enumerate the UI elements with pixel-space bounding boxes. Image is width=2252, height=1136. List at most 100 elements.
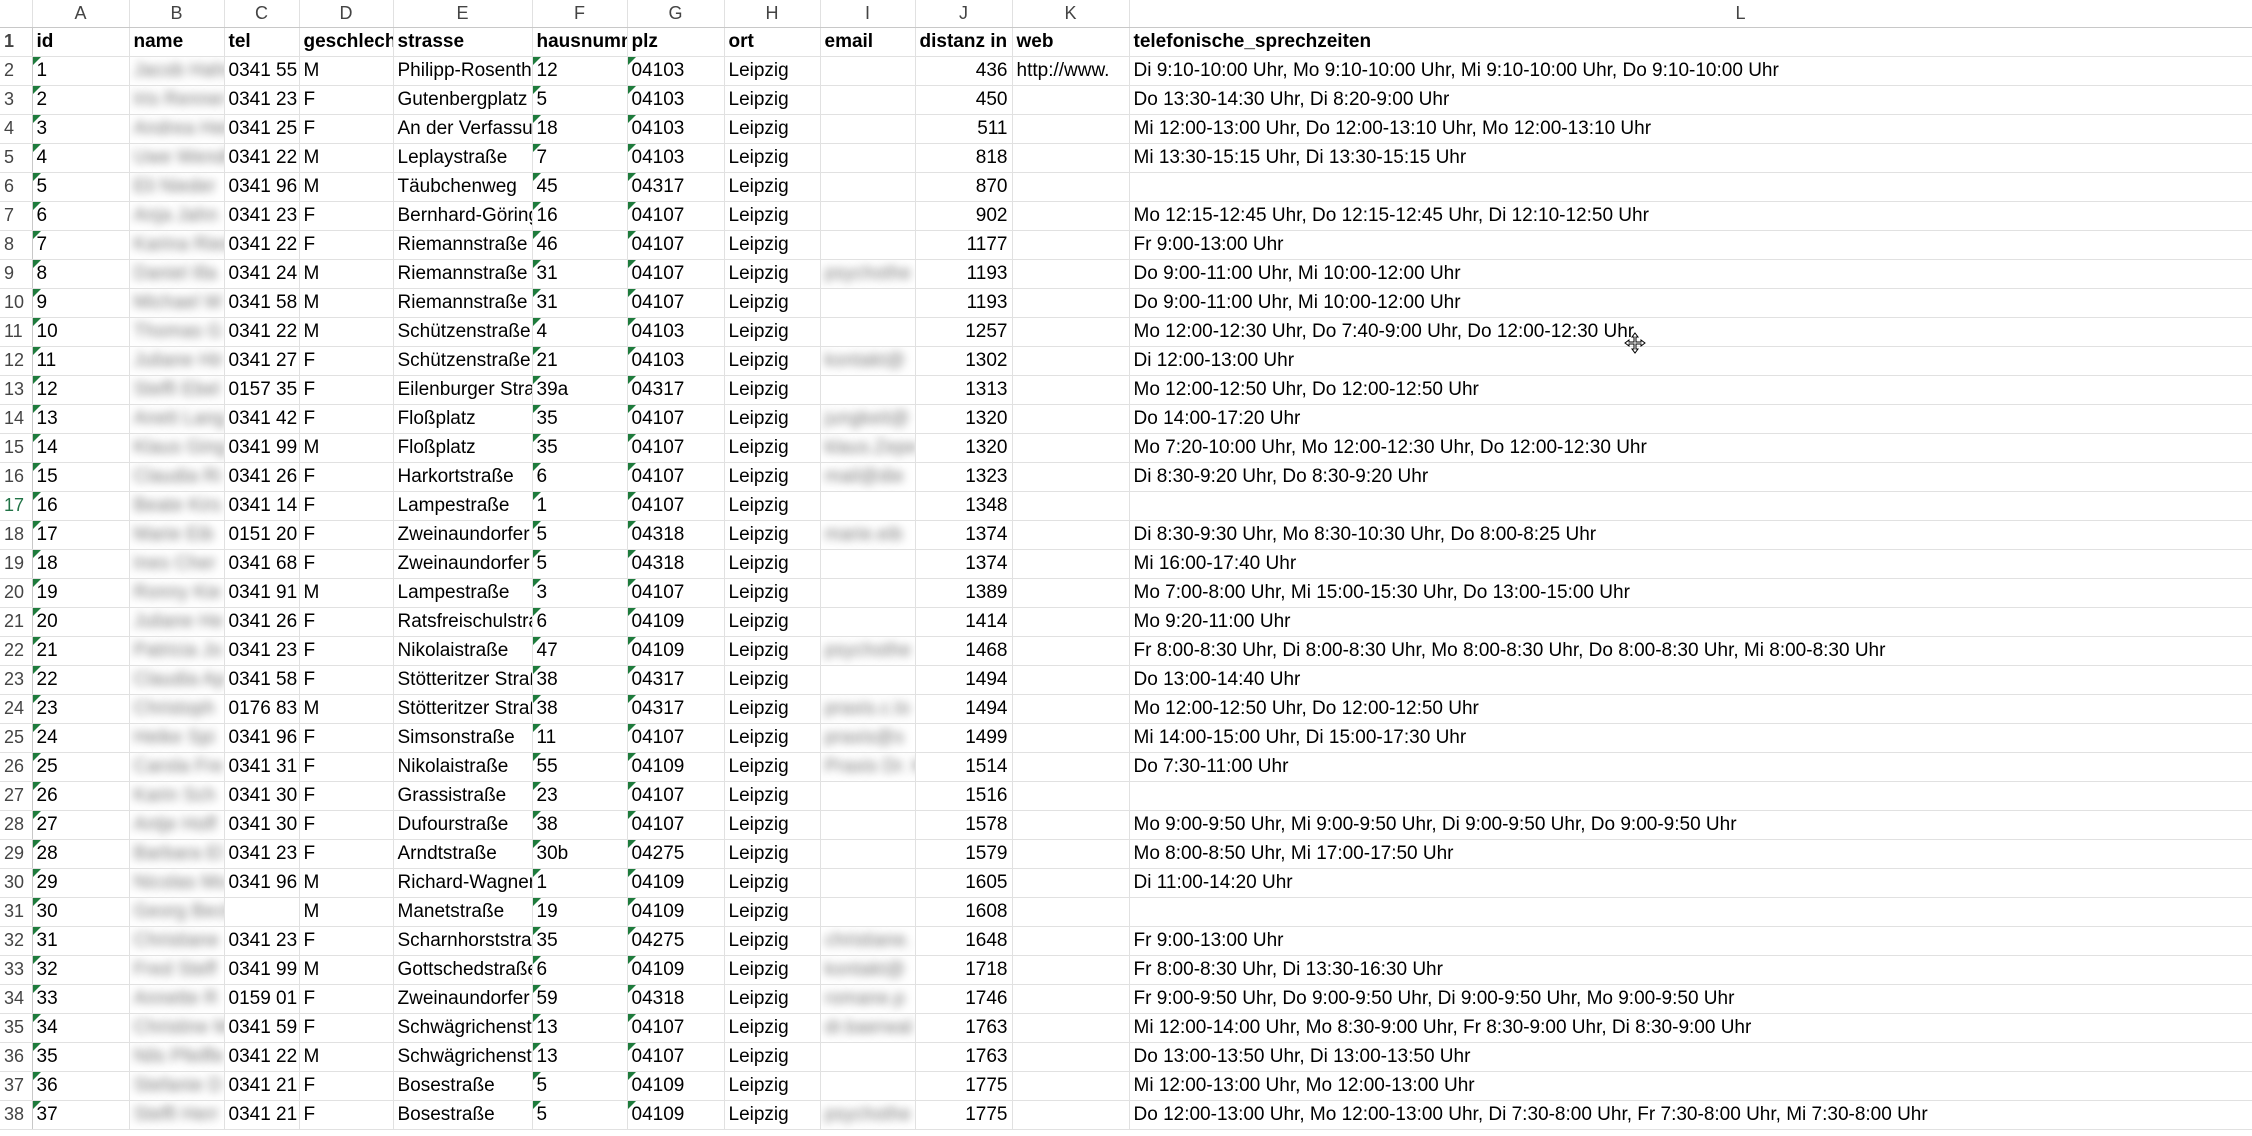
cell-email[interactable] <box>820 85 916 115</box>
cell-plz[interactable]: 04103 <box>627 346 725 376</box>
cell-web[interactable] <box>1012 868 1130 898</box>
cell-distanz[interactable]: 1579 <box>915 839 1013 869</box>
cell-sprechzeiten[interactable]: Mi 14:00-15:00 Uhr, Di 15:00-17:30 Uhr <box>1129 723 2252 753</box>
cell-id[interactable]: 15 <box>32 462 130 492</box>
cell-plz[interactable]: 04103 <box>627 56 725 86</box>
cell-web[interactable] <box>1012 1071 1130 1101</box>
cell-web[interactable] <box>1012 1013 1130 1043</box>
cell-sprechzeiten[interactable]: Do 14:00-17:20 Uhr <box>1129 404 2252 434</box>
cell-plz[interactable]: 04107 <box>627 491 725 521</box>
cell-geschlecht[interactable]: M <box>299 143 394 173</box>
row-header[interactable]: 23 <box>0 665 33 695</box>
row-header[interactable]: 19 <box>0 549 33 579</box>
cell-plz[interactable]: 04103 <box>627 143 725 173</box>
cell-ort[interactable]: Leipzig <box>724 433 821 463</box>
cell-strasse[interactable]: Zweinaundorfer Straße <box>393 520 533 550</box>
cell-web[interactable] <box>1012 85 1130 115</box>
cell-sprechzeiten[interactable]: Do 13:30-14:30 Uhr, Di 8:20-9:00 Uhr <box>1129 85 2252 115</box>
row-header[interactable]: 30 <box>0 868 33 898</box>
cell-name[interactable]: Christiane <box>129 926 225 956</box>
cell-name[interactable]: Carola Fre <box>129 752 225 782</box>
cell-hausnummer[interactable]: 18 <box>532 114 628 144</box>
cell-sprechzeiten[interactable]: Di 8:30-9:30 Uhr, Mo 8:30-10:30 Uhr, Do … <box>1129 520 2252 550</box>
cell-hausnummer[interactable]: 5 <box>532 1071 628 1101</box>
cell-distanz[interactable]: 1193 <box>915 288 1013 318</box>
cell-id[interactable]: 7 <box>32 230 130 260</box>
cell-id[interactable]: 13 <box>32 404 130 434</box>
cell-tel[interactable]: 0341 27 <box>224 346 300 376</box>
cell-web[interactable] <box>1012 665 1130 695</box>
cell-distanz[interactable]: 818 <box>915 143 1013 173</box>
cell-geschlecht[interactable]: F <box>299 549 394 579</box>
cell-id[interactable]: 17 <box>32 520 130 550</box>
cell-email[interactable] <box>820 839 916 869</box>
cell-distanz[interactable]: 1494 <box>915 694 1013 724</box>
row-header[interactable]: 15 <box>0 433 33 463</box>
cell-geschlecht[interactable]: M <box>299 694 394 724</box>
cell-web[interactable] <box>1012 984 1130 1014</box>
cell-distanz[interactable]: 1775 <box>915 1071 1013 1101</box>
cell-email[interactable] <box>820 1071 916 1101</box>
row-header[interactable]: 25 <box>0 723 33 753</box>
cell-ort[interactable]: Leipzig <box>724 636 821 666</box>
cell-sprechzeiten[interactable]: Di 12:00-13:00 Uhr <box>1129 346 2252 376</box>
row-header[interactable]: 14 <box>0 404 33 434</box>
cell-name[interactable]: Nils Pfeiffe <box>129 1042 225 1072</box>
cell-geschlecht[interactable]: M <box>299 1042 394 1072</box>
cell-tel[interactable]: 0341 23 <box>224 85 300 115</box>
cell-email[interactable] <box>820 201 916 231</box>
cell-strasse[interactable]: Bernhard-Göring-Straße <box>393 201 533 231</box>
header-cell-sprechzeiten[interactable]: telefonische_sprechzeiten <box>1129 27 2252 57</box>
cell-ort[interactable]: Leipzig <box>724 607 821 637</box>
cell-hausnummer[interactable]: 6 <box>532 607 628 637</box>
cell-hausnummer[interactable]: 6 <box>532 462 628 492</box>
column-header-f[interactable]: F <box>532 0 628 28</box>
cell-hausnummer[interactable]: 13 <box>532 1042 628 1072</box>
cell-ort[interactable]: Leipzig <box>724 404 821 434</box>
cell-sprechzeiten[interactable] <box>1129 897 2252 927</box>
row-header[interactable]: 29 <box>0 839 33 869</box>
row-header[interactable]: 26 <box>0 752 33 782</box>
cell-plz[interactable]: 04275 <box>627 926 725 956</box>
cell-sprechzeiten[interactable]: Mo 12:15-12:45 Uhr, Do 12:15-12:45 Uhr, … <box>1129 201 2252 231</box>
cell-geschlecht[interactable]: F <box>299 230 394 260</box>
cell-id[interactable]: 4 <box>32 143 130 173</box>
cell-ort[interactable]: Leipzig <box>724 1013 821 1043</box>
column-header-l[interactable]: L <box>1129 0 2252 28</box>
cell-sprechzeiten[interactable]: Mi 16:00-17:40 Uhr <box>1129 549 2252 579</box>
cell-id[interactable]: 2 <box>32 85 130 115</box>
cell-plz[interactable]: 04107 <box>627 1013 725 1043</box>
cell-distanz[interactable]: 1499 <box>915 723 1013 753</box>
cell-geschlecht[interactable]: F <box>299 1100 394 1130</box>
cell-ort[interactable]: Leipzig <box>724 578 821 608</box>
cell-plz[interactable]: 04109 <box>627 752 725 782</box>
cell-hausnummer[interactable]: 47 <box>532 636 628 666</box>
cell-web[interactable] <box>1012 462 1130 492</box>
cell-distanz[interactable]: 1374 <box>915 549 1013 579</box>
cell-geschlecht[interactable]: F <box>299 781 394 811</box>
row-header[interactable]: 6 <box>0 172 33 202</box>
cell-tel[interactable]: 0341 31 <box>224 752 300 782</box>
cell-tel[interactable]: 0341 23 <box>224 201 300 231</box>
cell-web[interactable] <box>1012 1042 1130 1072</box>
cell-ort[interactable]: Leipzig <box>724 172 821 202</box>
cell-ort[interactable]: Leipzig <box>724 317 821 347</box>
cell-ort[interactable]: Leipzig <box>724 462 821 492</box>
cell-distanz[interactable]: 1313 <box>915 375 1013 405</box>
column-header-j[interactable]: J <box>915 0 1013 28</box>
cell-name[interactable]: Anja Jahn <box>129 201 225 231</box>
cell-distanz[interactable]: 1763 <box>915 1013 1013 1043</box>
cell-name[interactable]: Georg Beck <box>129 897 225 927</box>
cell-ort[interactable]: Leipzig <box>724 926 821 956</box>
cell-plz[interactable]: 04103 <box>627 85 725 115</box>
cell-tel[interactable]: 0341 58 <box>224 665 300 695</box>
cell-ort[interactable]: Leipzig <box>724 868 821 898</box>
cell-email[interactable] <box>820 491 916 521</box>
row-header[interactable]: 32 <box>0 926 33 956</box>
cell-plz[interactable]: 04317 <box>627 665 725 695</box>
cell-email[interactable]: marie.eib <box>820 520 916 550</box>
cell-email[interactable]: psychothe <box>820 636 916 666</box>
cell-strasse[interactable]: Stötteritzer Straße <box>393 694 533 724</box>
row-header[interactable]: 27 <box>0 781 33 811</box>
